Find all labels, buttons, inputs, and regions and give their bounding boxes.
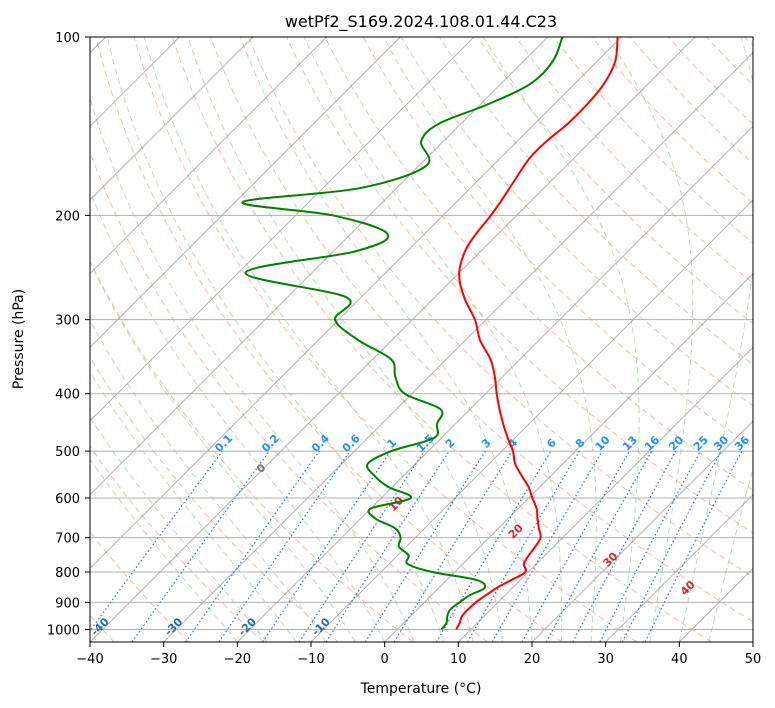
isotherm-line — [90, 37, 401, 349]
x-axis-ticks: −40 −30 −20 −10 0 10 20 30 40 50 — [76, 642, 761, 667]
y-tick-label: 800 — [55, 566, 80, 581]
y-tick-label: 100 — [55, 31, 80, 46]
moist-adiabat-line — [90, 319, 327, 642]
moist-adiabat-line — [90, 458, 238, 642]
dry-adiabat-line — [400, 37, 753, 407]
moist-adiabats — [90, 37, 753, 642]
isotherms — [90, 37, 753, 642]
dry-adiabat-line — [362, 37, 753, 449]
moist-adiabat-line — [607, 37, 694, 642]
isotherm-line — [90, 37, 328, 275]
y-tick-label: 700 — [55, 532, 80, 547]
moist-adiabat-line — [383, 37, 597, 642]
x-tick-label: 0 — [381, 652, 389, 667]
moist-adiabat-line — [303, 37, 563, 642]
isotherm-line — [310, 199, 753, 642]
isotherm-line — [457, 346, 753, 642]
moist-adiabat-line — [90, 416, 268, 642]
moist-adiabat-line — [482, 37, 640, 642]
x-tick-label: 40 — [671, 652, 688, 667]
moist-adiabat-line — [90, 189, 386, 642]
isotherm-line — [236, 125, 753, 642]
mixing-ratio-line — [131, 450, 270, 642]
y-tick-label: 1000 — [47, 623, 80, 638]
moist-adiabat-line — [187, 37, 503, 642]
temperature-line — [455, 37, 619, 630]
moist-adiabat-line — [239, 37, 533, 642]
x-tick-label: −20 — [224, 652, 251, 667]
mixing-ratio-line — [545, 450, 653, 642]
mixing-ratio-line — [521, 450, 631, 642]
x-tick-label: −30 — [150, 652, 177, 667]
x-tick-label: 30 — [597, 652, 614, 667]
x-tick-label: 20 — [524, 652, 541, 667]
plot-frame — [89, 36, 754, 643]
y-tick-label: 300 — [55, 314, 80, 329]
isotherm-line — [605, 493, 753, 642]
mixing-ratio-line — [262, 450, 392, 642]
x-tick-label: −10 — [297, 652, 324, 667]
dry-adiabat-line — [90, 445, 264, 642]
y-axis-label: Pressure (hPa) — [11, 289, 27, 389]
mixing-ratio-line — [393, 450, 513, 642]
mixing-ratio-line — [572, 450, 677, 642]
y-axis-ticks: 1000 900 800 700 600 500 400 300 200 100 — [47, 31, 90, 638]
y-tick-label: 400 — [55, 388, 80, 403]
y-tick-label: 600 — [55, 492, 80, 507]
mixing-ratio-line — [644, 450, 743, 642]
x-tick-label: 10 — [450, 652, 467, 667]
isotherm-line — [531, 420, 753, 642]
dry-adiabat-line — [438, 37, 753, 366]
moist-adiabat-line — [708, 466, 753, 642]
dry-adiabat-line — [286, 37, 753, 534]
dry-adiabat-line — [324, 37, 753, 491]
isobar-gridlines — [90, 37, 753, 630]
mixing-ratio-lines — [90, 450, 743, 642]
dry-adiabat-line — [171, 37, 712, 642]
plot-area: 0.10.20.40.611.52346810131620253036-100-… — [90, 37, 753, 642]
mixing-ratio-line — [90, 450, 223, 632]
dry-adiabat-line — [209, 37, 753, 623]
isotherm-line — [90, 37, 696, 642]
moist-adiabat-line — [678, 37, 753, 642]
chart-title: wetPf2_S169.2024.108.01.44.C23 — [285, 12, 557, 32]
mixing-ratio-line — [185, 450, 320, 642]
x-axis-label: Temperature (°C) — [360, 681, 482, 697]
dewpoint-line — [241, 37, 564, 631]
moist-adiabat-line — [90, 370, 297, 642]
x-tick-label: 50 — [745, 652, 762, 667]
isotherm-line — [163, 51, 753, 642]
isotherm-line — [90, 37, 622, 570]
mixing-ratio-line — [218, 450, 351, 642]
dry-adiabat-line — [95, 37, 563, 642]
dry-adiabat-line — [90, 150, 488, 642]
moist-adiabat-line — [106, 37, 445, 642]
dry-adiabats — [90, 37, 753, 642]
profile-series — [241, 37, 619, 631]
mixing-ratio-line — [325, 450, 450, 642]
isotherm-line — [90, 37, 549, 496]
y-tick-label: 900 — [55, 596, 80, 611]
y-tick-label: 500 — [55, 445, 80, 460]
isotherm-line — [384, 272, 753, 642]
dry-adiabat-line — [90, 356, 339, 642]
isotherm-line — [90, 37, 475, 422]
dry-adiabat-line — [248, 37, 753, 578]
moist-adiabat-line — [90, 260, 356, 642]
isotherm-line — [90, 37, 254, 201]
dry-adiabat-line — [133, 37, 638, 642]
mixing-ratio-line — [298, 450, 425, 642]
y-tick-label: 200 — [55, 209, 80, 224]
x-tick-label: −40 — [76, 652, 103, 667]
